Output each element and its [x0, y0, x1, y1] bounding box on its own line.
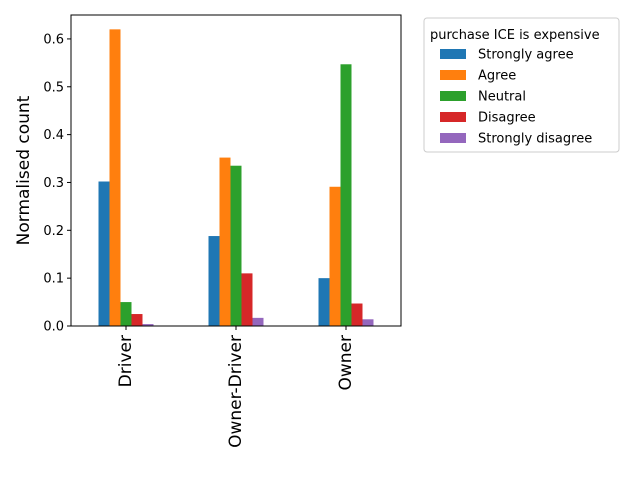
legend-label-neutral: Neutral — [478, 90, 526, 105]
bar-agree-owner-driver — [219, 157, 231, 326]
legend-title: purchase ICE is expensive — [430, 28, 600, 43]
legend-label-agree: Agree — [478, 69, 516, 84]
y-tick-label: 0.4 — [43, 128, 64, 143]
y-tick-label: 0.2 — [43, 224, 64, 239]
x-axis: Driver Owner-Driver Owner — [116, 326, 356, 448]
bar-disagree-owner-driver — [241, 273, 253, 326]
bar-disagree-owner — [351, 303, 363, 326]
x-tick-label-driver: Driver — [116, 335, 136, 387]
bar-strongly-agree-owner — [318, 278, 330, 326]
legend-swatch-strongly-disagree — [440, 133, 466, 143]
y-tick-label: 0.1 — [43, 272, 64, 287]
legend-swatch-neutral — [440, 91, 466, 101]
bar-neutral-driver — [120, 302, 132, 326]
legend-label-strongly-agree: Strongly agree — [478, 48, 574, 63]
legend-label-strongly-disagree: Strongly disagree — [478, 132, 592, 147]
bar-strongly-agree-owner-driver — [208, 236, 220, 326]
bar-strongly-agree-driver — [98, 181, 110, 326]
bar-strongly-disagree-driver — [142, 324, 154, 326]
legend-swatch-strongly-agree — [440, 49, 466, 59]
y-tick-label: 0.6 — [43, 32, 64, 47]
y-tick-label: 0.3 — [43, 176, 64, 191]
y-tick-label: 0.5 — [43, 80, 64, 95]
x-tick-label-owner: Owner — [336, 335, 356, 391]
bar-strongly-disagree-owner — [362, 319, 374, 326]
bar-strongly-disagree-owner-driver — [252, 317, 264, 326]
legend-swatch-agree — [440, 70, 466, 80]
bar-agree-owner — [329, 186, 341, 326]
bars-layer — [98, 29, 374, 326]
y-axis-label: Normalised count — [14, 95, 34, 245]
bar-disagree-driver — [131, 314, 143, 326]
legend-label-disagree: Disagree — [478, 111, 536, 126]
legend-swatch-disagree — [440, 112, 466, 122]
x-tick-label-owner-driver: Owner-Driver — [226, 335, 246, 448]
bar-neutral-owner — [340, 64, 352, 326]
y-axis: 0.0 0.1 0.2 0.3 0.4 0.5 0.6 — [43, 32, 71, 335]
y-tick-label: 0.0 — [43, 320, 64, 335]
legend: purchase ICE is expensive Strongly agree… — [423, 17, 620, 153]
bar-agree-driver — [109, 29, 121, 326]
legend-box — [423, 17, 620, 153]
bar-neutral-owner-driver — [230, 165, 242, 326]
